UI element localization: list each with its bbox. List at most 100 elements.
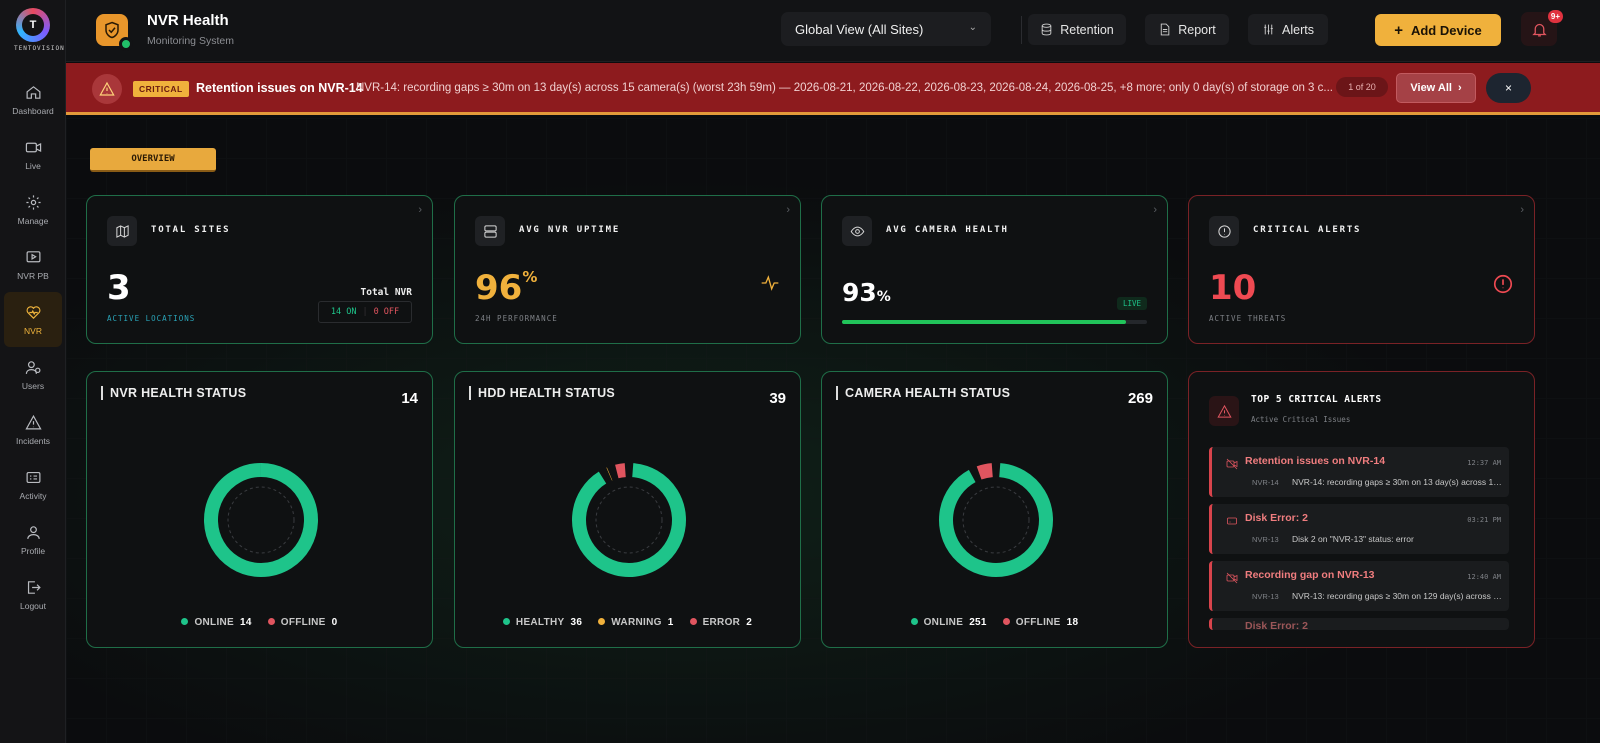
panel-count: 14 (401, 390, 418, 407)
gear-icon (25, 194, 41, 210)
total-sites-card[interactable]: TOTAL SITES › 3 ACTIVE LOCATIONS Total N… (86, 195, 433, 344)
alert-circle-icon (1209, 216, 1239, 246)
banner-title: Retention issues on NVR-14 (196, 81, 363, 95)
legend-item-offline: OFFLINE 18 (1002, 617, 1079, 628)
sidebar: T TENTOVISION Dashboard Live Manage NVR … (0, 0, 66, 743)
add-device-label: Add Device (1410, 22, 1482, 38)
stat-value: 3 (107, 268, 131, 308)
alert-title: Retention issues on NVR-14 (1245, 455, 1386, 467)
alert-item[interactable]: Disk Error: 2 (1209, 618, 1509, 630)
sidebar-item-dashboard[interactable]: Dashboard (0, 72, 66, 127)
legend-label: ONLINE (194, 617, 235, 628)
camera-off-icon (1226, 457, 1238, 470)
close-icon: × (1504, 81, 1512, 95)
status-dot (119, 37, 133, 51)
legend-item-offline: OFFLINE 0 (267, 617, 338, 628)
camera-health-progress-fill (842, 320, 1126, 324)
legend-item-healthy: HEALTHY 36 (502, 617, 582, 628)
avg-nvr-uptime-card[interactable]: AVG NVR UPTIME › 96% 24H PERFORMANCE (454, 195, 801, 344)
panel-title: CAMERA HEALTH STATUS (836, 386, 1010, 400)
camera-health-unit: % (876, 289, 891, 305)
chevron-right-icon: › (418, 204, 422, 216)
legend-item-online: ONLINE 14 (181, 617, 251, 628)
alerts-button[interactable]: Alerts (1248, 14, 1328, 45)
hdd-legend: HEALTHY 36 WARNING 1 ERROR 2 (455, 617, 800, 628)
sidebar-item-live[interactable]: Live (0, 127, 66, 182)
uptime-value: 96 (475, 268, 523, 308)
close-banner-button[interactable]: × (1486, 73, 1531, 103)
bell-icon (1531, 23, 1547, 37)
sidebar-item-nvr-pb[interactable]: NVR PB (0, 237, 66, 292)
legend-value: 14 (240, 617, 252, 628)
sidebar-item-activity[interactable]: Activity (0, 457, 66, 512)
alert-item[interactable]: Disk Error: 2 03:21 PM NVR-13 Disk 2 on … (1209, 504, 1509, 554)
shield-icon (96, 14, 128, 46)
main-content: OVERVIEW TOTAL SITES › 3 ACTIVE LOCATION… (66, 118, 1600, 743)
server-icon (475, 216, 505, 246)
nvr-health-panel: NVR HEALTH STATUS 14 ONLINE 14 OFFLINE 0 (86, 371, 433, 648)
retention-label: Retention (1060, 22, 1114, 37)
alert-nvr: NVR-13 (1252, 535, 1279, 544)
stat-value: 96% (475, 268, 537, 308)
top-critical-alerts-panel: TOP 5 CRITICAL ALERTS Active Critical Is… (1188, 371, 1535, 648)
report-label: Report (1178, 22, 1216, 37)
retention-button[interactable]: Retention (1028, 14, 1126, 45)
app-logo[interactable]: T TENTOVISION (14, 8, 64, 54)
legend-label: HEALTHY (515, 617, 565, 628)
add-device-button[interactable]: + Add Device (1375, 14, 1501, 46)
sidebar-item-profile[interactable]: Profile (0, 512, 66, 567)
alert-time: 03:21 PM (1467, 516, 1501, 524)
user-icon (26, 525, 40, 539)
tab-overview[interactable]: OVERVIEW (90, 148, 216, 172)
critical-alerts-card[interactable]: CRITICAL ALERTS › 10 ACTIVE THREATS (1188, 195, 1535, 344)
notification-badge: 9+ (1547, 10, 1563, 23)
banner-pager: 1 of 20 (1336, 77, 1388, 97)
legend-dot (689, 618, 697, 625)
view-all-label: View All (1410, 82, 1452, 94)
sidebar-item-label: Profile (20, 545, 46, 556)
nvr-donut-chart (204, 463, 318, 577)
legend-dot (181, 618, 189, 625)
sidebar-item-users[interactable]: Users (0, 347, 66, 402)
document-icon (1161, 23, 1170, 36)
sidebar-item-label: Activity (19, 490, 47, 501)
camera-legend: ONLINE 251 OFFLINE 18 (822, 617, 1167, 628)
legend-value: 18 (1066, 617, 1079, 628)
legend-dot (598, 618, 606, 625)
warning-icon (92, 74, 122, 104)
camera-donut-chart (939, 463, 1053, 577)
panel-title: HDD HEALTH STATUS (469, 386, 615, 400)
legend-item-warning: WARNING 1 (598, 617, 673, 628)
legend-value: 2 (746, 617, 753, 628)
notifications-button[interactable]: 9+ (1521, 10, 1563, 46)
logout-icon (27, 580, 41, 594)
sidebar-item-logout[interactable]: Logout (0, 567, 66, 622)
hdd-donut-chart (572, 463, 686, 577)
alert-item[interactable]: Retention issues on NVR-14 12:37 AM NVR-… (1209, 447, 1509, 497)
camera-health-value: 93 (842, 278, 877, 307)
view-all-button[interactable]: View All › (1396, 73, 1476, 103)
nvr-off-count: 0 OFF (373, 307, 400, 317)
donut-slice-offline (976, 463, 993, 480)
sidebar-item-nvr[interactable]: NVR (4, 292, 62, 347)
warning-icon (1209, 396, 1239, 426)
chevron-right-icon: › (1153, 204, 1157, 216)
alert-title: Disk Error: 2 (1245, 620, 1309, 630)
alert-nvr: NVR-14 (1252, 478, 1279, 487)
panel-title: TOP 5 CRITICAL ALERTS (1251, 394, 1382, 405)
activity-icon (26, 471, 40, 483)
alert-time: 12:37 AM (1467, 459, 1501, 467)
sidebar-item-manage[interactable]: Manage (0, 182, 66, 237)
alert-item[interactable]: Recording gap on NVR-13 12:40 AM NVR-13 … (1209, 561, 1509, 611)
donut-slice-online (204, 463, 318, 577)
playback-icon (26, 250, 40, 262)
sliders-icon (1264, 24, 1273, 35)
stat-foot: ACTIVE THREATS (1209, 314, 1287, 323)
severity-badge: CRITICAL (133, 81, 189, 97)
alert-message: NVR-13: recording gaps ≥ 30m on 129 day(… (1292, 591, 1502, 601)
avg-camera-health-card[interactable]: AVG CAMERA HEALTH › 93% LIVE (821, 195, 1168, 344)
database-icon (1041, 23, 1052, 36)
report-button[interactable]: Report (1145, 14, 1229, 45)
sidebar-item-incidents[interactable]: Incidents (0, 402, 66, 457)
site-scope-select[interactable]: Global View (All Sites) ⌄ (781, 12, 991, 46)
